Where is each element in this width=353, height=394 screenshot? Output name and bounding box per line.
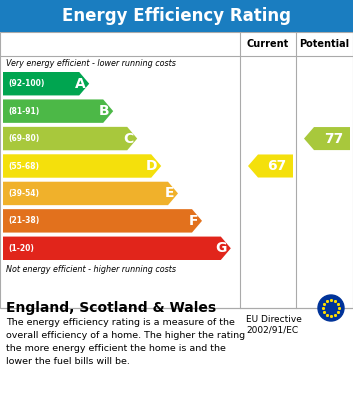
Text: Energy Efficiency Rating: Energy Efficiency Rating xyxy=(62,7,291,25)
Text: (39-54): (39-54) xyxy=(8,189,39,198)
Text: (69-80): (69-80) xyxy=(8,134,39,143)
Text: C: C xyxy=(123,132,133,145)
Circle shape xyxy=(318,295,344,321)
Polygon shape xyxy=(3,154,161,178)
Text: (92-100): (92-100) xyxy=(8,79,44,88)
Polygon shape xyxy=(3,127,137,150)
Text: Current: Current xyxy=(247,39,289,49)
Text: Potential: Potential xyxy=(299,39,349,49)
Polygon shape xyxy=(3,209,202,232)
Text: (21-38): (21-38) xyxy=(8,216,39,225)
Text: Not energy efficient - higher running costs: Not energy efficient - higher running co… xyxy=(6,266,176,275)
Text: Very energy efficient - lower running costs: Very energy efficient - lower running co… xyxy=(6,58,176,67)
Text: B: B xyxy=(98,104,109,118)
Polygon shape xyxy=(3,236,231,260)
Text: 77: 77 xyxy=(324,132,343,145)
Text: G: G xyxy=(215,241,227,255)
Text: E: E xyxy=(164,186,174,201)
Text: England, Scotland & Wales: England, Scotland & Wales xyxy=(6,301,216,315)
Polygon shape xyxy=(248,154,293,178)
Bar xyxy=(0,32,353,308)
Text: (1-20): (1-20) xyxy=(8,244,34,253)
Text: A: A xyxy=(74,77,85,91)
Text: EU Directive: EU Directive xyxy=(246,314,302,323)
Text: (55-68): (55-68) xyxy=(8,162,39,171)
Polygon shape xyxy=(3,99,113,123)
Text: overall efficiency of a home. The higher the rating: overall efficiency of a home. The higher… xyxy=(6,331,245,340)
Text: (81-91): (81-91) xyxy=(8,107,39,116)
Polygon shape xyxy=(304,127,350,150)
Text: D: D xyxy=(146,159,157,173)
Text: 2002/91/EC: 2002/91/EC xyxy=(246,325,298,335)
Text: The energy efficiency rating is a measure of the: The energy efficiency rating is a measur… xyxy=(6,318,235,327)
Polygon shape xyxy=(3,182,178,205)
Polygon shape xyxy=(3,72,89,95)
Text: 67: 67 xyxy=(267,159,287,173)
Text: lower the fuel bills will be.: lower the fuel bills will be. xyxy=(6,357,130,366)
Text: F: F xyxy=(189,214,198,228)
Text: the more energy efficient the home is and the: the more energy efficient the home is an… xyxy=(6,344,226,353)
Bar xyxy=(0,0,353,32)
